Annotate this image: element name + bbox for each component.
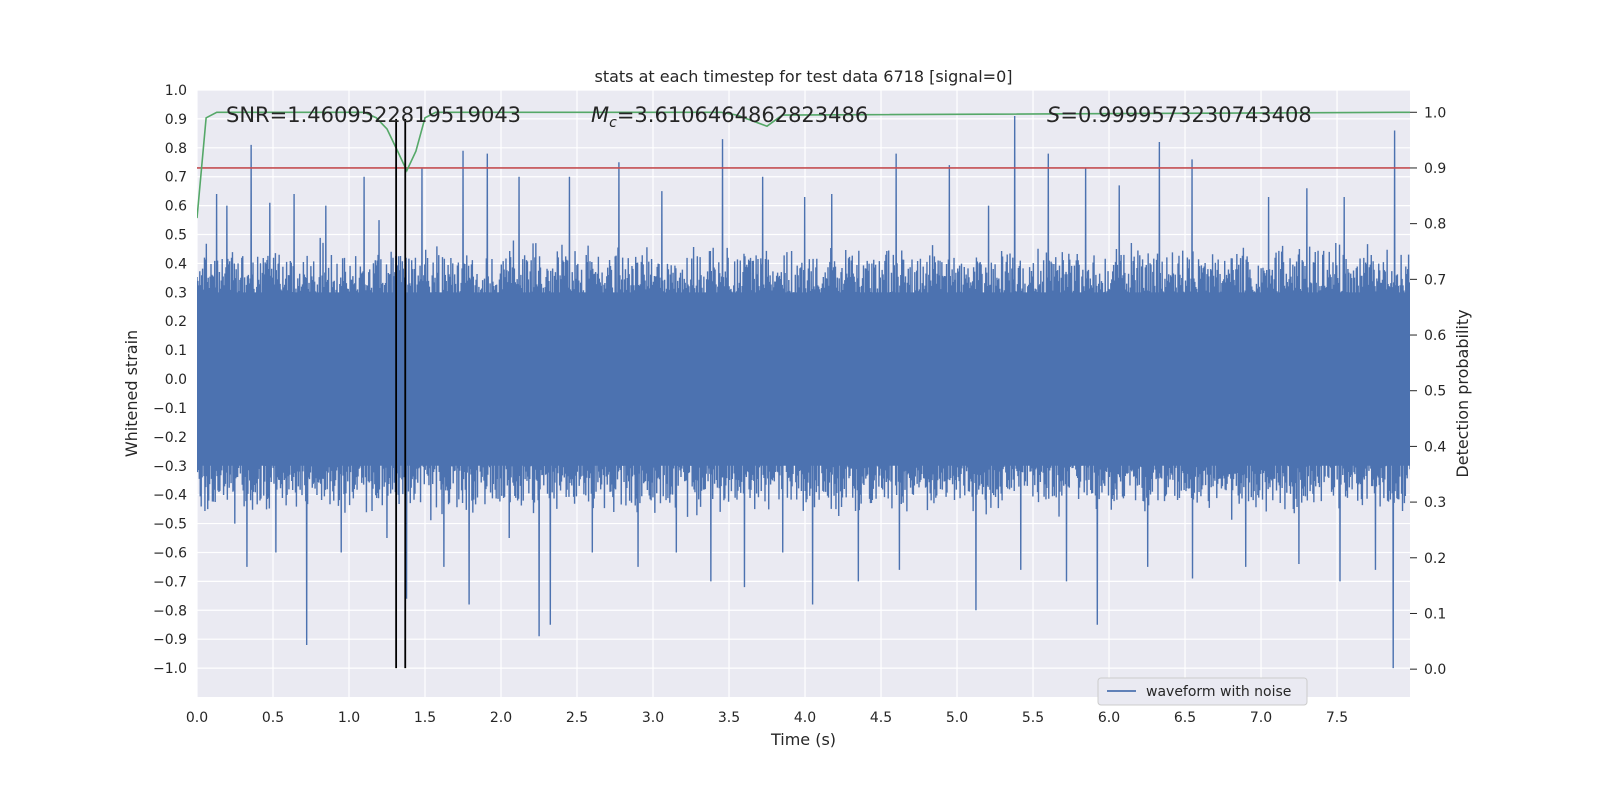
probability-series [197, 111, 1410, 219]
y-tick-label: 0.0 [165, 372, 187, 388]
legend-box [1097, 677, 1308, 706]
y-tick-label: −0.1 [153, 401, 187, 417]
snr-annotation: SNR=1.4609522819519043 [226, 103, 521, 127]
y2-tick-label: 0.6 [1424, 328, 1446, 344]
mc-subscript: c [609, 115, 617, 131]
x-tick-label: 1.0 [338, 710, 360, 726]
y2-tick-label: 0.9 [1424, 161, 1446, 177]
s-symbol: S [1047, 103, 1060, 127]
y2-tick-label: 0.1 [1424, 606, 1446, 622]
x-tick-label: 6.5 [1174, 710, 1196, 726]
x-axis-ticks: 0.0 0.5 1.0 1.5 2.0 2.5 3.0 3.5 4.0 4.5 5.0 5.5 6.0 6… [186, 710, 1348, 726]
x-tick-label: 1.5 [414, 710, 436, 726]
x-tick-label: 7.5 [1326, 710, 1348, 726]
waveform-line [197, 116, 1410, 669]
y-tick-label: 0.1 [165, 343, 187, 359]
mc-symbol: M [591, 103, 609, 127]
x-tick-label: 3.5 [718, 710, 740, 726]
mc-value: =3.6106464862823486 [617, 103, 868, 127]
x-tick-label: 2.5 [566, 710, 588, 726]
s-value: =0.9999573230743408 [1060, 103, 1311, 127]
legend-label: waveform with noise [1146, 684, 1291, 700]
vertical-markers [395, 118, 407, 669]
y-tick-label: 0.7 [165, 170, 187, 186]
y-tick-label: 1.0 [165, 83, 187, 99]
x-tick-label: 2.0 [490, 710, 512, 726]
y-tick-label: 0.2 [165, 314, 187, 330]
y-tick-label: −0.7 [153, 574, 187, 590]
x-axis-label: Time (s) [770, 730, 836, 749]
y2-tick-label: 1.0 [1424, 105, 1446, 121]
x-tick-label: 3.0 [642, 710, 664, 726]
x-tick-label: 0.0 [186, 710, 208, 726]
y-tick-label: 0.6 [165, 199, 187, 215]
chart-title: stats at each timestep for test data 671… [594, 67, 1012, 86]
legend: waveform with noise [1097, 677, 1308, 706]
y2-tick-label: 0.7 [1424, 272, 1446, 288]
x-tick-label: 6.0 [1098, 710, 1120, 726]
y-tick-label: −0.5 [153, 517, 187, 533]
y-axis-label: Whitened strain [122, 330, 141, 457]
waveform-series [197, 116, 1410, 669]
y2-axis-label: Detection probability [1453, 309, 1472, 477]
y-tick-label: 0.4 [165, 256, 187, 272]
s-annotation: S=0.9999573230743408 [1047, 103, 1312, 127]
y-tick-label: 0.8 [165, 141, 187, 157]
detection-probability-line [197, 111, 1410, 219]
y-tick-label: −1.0 [153, 661, 187, 677]
y-tick-label: −0.3 [153, 459, 187, 475]
y-tick-label: −0.9 [153, 632, 187, 648]
chirp-mass-annotation: Mc=3.6106464862823486 [591, 103, 868, 131]
x-tick-label: 7.0 [1250, 710, 1272, 726]
y-tick-label: 0.3 [165, 285, 187, 301]
y2-tick-label: 0.3 [1424, 495, 1446, 511]
y-axis-ticks: 1.0 0.9 0.8 0.7 0.6 0.5 0.4 0.3 0.2 0.1 0.0 −0.1 −0.… [153, 83, 187, 677]
y2-tick-label: 0.5 [1424, 384, 1446, 400]
y2-tick-label: 0.8 [1424, 217, 1446, 233]
y2-tick-label: 0.4 [1424, 439, 1446, 455]
y2-tick-label: 0.2 [1424, 551, 1446, 567]
y-tick-label: −0.6 [153, 545, 187, 561]
x-tick-label: 0.5 [262, 710, 284, 726]
y-tick-label: 0.5 [165, 228, 187, 244]
x-tick-label: 5.5 [1022, 710, 1044, 726]
x-tick-label: 4.5 [870, 710, 892, 726]
y-tick-label: −0.8 [153, 603, 187, 619]
x-tick-label: 5.0 [946, 710, 968, 726]
y-tick-label: −0.4 [153, 488, 187, 504]
y2-axis-ticks: 1.0 0.9 0.8 0.7 0.6 0.5 0.4 0.3 0.2 0.1 0.0 [1410, 105, 1446, 678]
y2-tick-label: 0.0 [1424, 662, 1446, 678]
x-tick-label: 4.0 [794, 710, 816, 726]
y-tick-label: −0.2 [153, 430, 187, 446]
y-tick-label: 0.9 [165, 112, 187, 128]
